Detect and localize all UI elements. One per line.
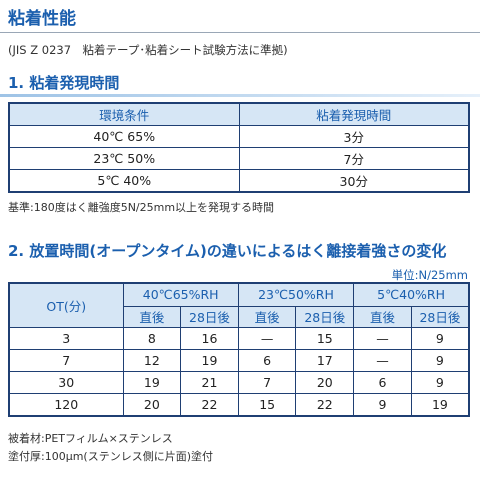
table-cell: 7分	[238, 147, 470, 170]
strength-cell: 16	[180, 326, 239, 350]
onset-table: 環境条件 粘着発現時間 40℃ 65% 3分 23℃ 50% 7分 5℃ 40% 30分	[8, 102, 470, 193]
group-header: 5℃40%RH	[353, 282, 470, 307]
strength-cell: 15	[295, 326, 355, 350]
footnote: 塗付厚:100μm(ステンレス側に片面)塗付	[8, 450, 213, 463]
section-bar	[0, 94, 480, 97]
strength-cell: 9	[353, 392, 412, 416]
footnote: 被着材:PETフィルム×ステンレス	[8, 432, 173, 445]
open-time: 30	[8, 370, 124, 394]
group-header: 23℃50%RH	[237, 282, 355, 307]
page-title: 粘着性能	[8, 9, 76, 29]
strength-cell: 8	[122, 326, 182, 350]
strength-cell: 9	[410, 326, 470, 350]
table-row: 3 8 16—15—9	[8, 326, 470, 350]
subheader: 直後	[237, 305, 297, 328]
group-header: 40℃65%RH	[122, 282, 239, 307]
table-cell: 23℃ 50%	[8, 147, 240, 170]
subheader: 直後	[353, 305, 412, 328]
strength-cell: —	[353, 348, 412, 372]
strength-cell: 9	[410, 348, 470, 372]
strength-cell: 6	[237, 348, 297, 372]
group-row: OT(分) 40℃65%RH 23℃50%RH 5℃40%RH	[8, 282, 470, 328]
subheader: 28日後	[410, 305, 470, 328]
table-cell: 5℃ 40%	[8, 169, 240, 193]
table-row: 23℃ 50% 7分	[8, 147, 470, 170]
strength-cell: —	[237, 326, 297, 350]
strength-cell: 20	[122, 392, 182, 416]
table-cell: 30分	[238, 169, 470, 193]
strength-cell: 22	[180, 392, 239, 416]
open-time: 3	[8, 326, 124, 350]
subheader: 28日後	[180, 305, 239, 328]
subheader-row: 直後 28日後 直後 28日後 直後 28日後	[9, 305, 470, 328]
header-row: 環境条件 粘着発現時間	[8, 102, 470, 126]
strength-cell: 19	[410, 392, 470, 416]
table-row: 5℃ 40% 30分	[8, 169, 470, 193]
unit-label: 単位:N/25mm	[391, 268, 468, 282]
strength-cell: 6	[353, 370, 412, 394]
table-row: 40℃ 65% 3分	[8, 125, 470, 148]
section-title: 2. 放置時間(オープンタイム)の違いによるはく離接着強さの変化	[8, 242, 447, 260]
strength-cell: —	[353, 326, 412, 350]
subheader: 直後	[122, 305, 182, 328]
strength-cell: 9	[410, 370, 470, 394]
table-row: 120 20 22 15 22 9 19	[8, 392, 470, 416]
table-row: 7 12 19 6 17—9	[8, 348, 470, 372]
strength-cell: 19	[122, 370, 182, 394]
strength-cell: 7	[237, 370, 297, 394]
row-header: OT(分)	[8, 282, 124, 328]
open-time: 7	[8, 348, 124, 372]
title-rule	[0, 32, 480, 33]
strength-cell: 21	[180, 370, 239, 394]
subheader: 28日後	[295, 305, 355, 328]
column-header: 環境条件	[8, 102, 240, 126]
standard-note: (JIS Z 0237 粘着テープ･粘着シート試験方法に準拠)	[8, 43, 288, 57]
column-header: 粘着発現時間	[238, 102, 470, 126]
criterion-note: 基準:180度はく離強度5N/25mm以上を発現する時間	[8, 201, 275, 214]
strength-cell: 12	[122, 348, 182, 372]
strength-cell: 22	[295, 392, 355, 416]
strength-cell: 17	[295, 348, 355, 372]
strength-cell: 20	[295, 370, 355, 394]
table-cell: 40℃ 65%	[8, 125, 240, 148]
strength-cell: 19	[180, 348, 239, 372]
table-row: 30 19 21 7 20 6 9	[8, 370, 470, 394]
table-cell: 3分	[238, 125, 470, 148]
strength-cell: 15	[237, 392, 297, 416]
open-time: 120	[8, 392, 124, 416]
section-title: 1. 粘着発現時間	[8, 74, 120, 92]
open-time-table: OT(分) 40℃65%RH 23℃50%RH 5℃40%RH 直後 28日後 直後 28日後…	[8, 282, 470, 417]
